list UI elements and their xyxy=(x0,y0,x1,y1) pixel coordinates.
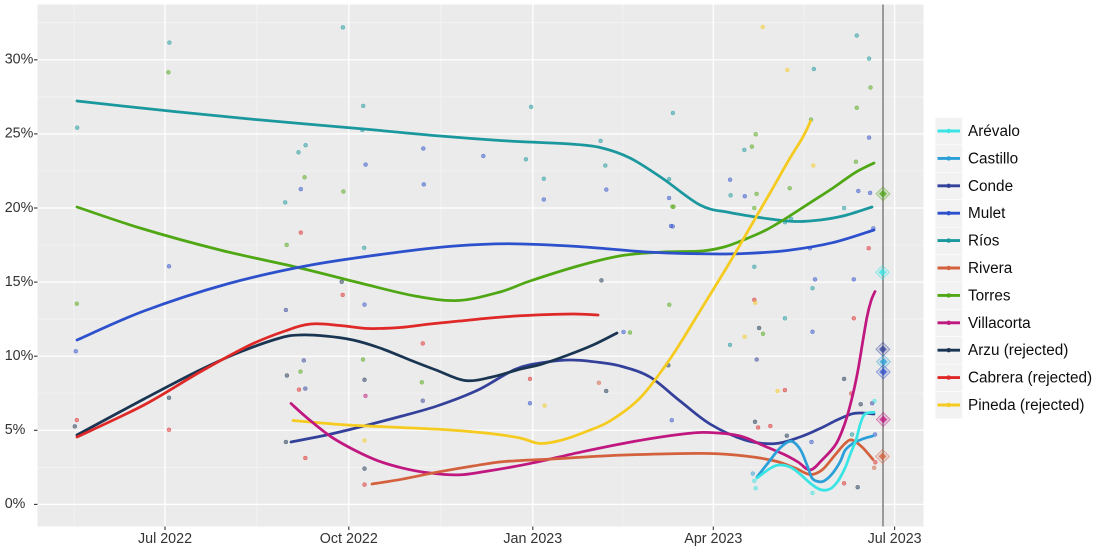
svg-text:Castillo: Castillo xyxy=(968,150,1018,167)
svg-text:Jul 2023: Jul 2023 xyxy=(868,531,922,547)
svg-text:Torres: Torres xyxy=(968,287,1011,304)
svg-text:20%: 20% xyxy=(5,200,34,216)
svg-text:Apr 2023: Apr 2023 xyxy=(684,531,742,547)
svg-text:Cabrera (rejected): Cabrera (rejected) xyxy=(968,370,1092,387)
svg-text:5%: 5% xyxy=(5,422,26,438)
svg-text:15%: 15% xyxy=(5,274,34,290)
svg-text:Rivera: Rivera xyxy=(968,260,1013,277)
svg-text:Arzu (rejected): Arzu (rejected) xyxy=(968,342,1068,359)
svg-text:Mulet: Mulet xyxy=(968,205,1006,222)
svg-text:Jul 2022: Jul 2022 xyxy=(138,531,192,547)
svg-text:25%: 25% xyxy=(5,126,34,142)
svg-text:Pineda (rejected): Pineda (rejected) xyxy=(968,397,1085,414)
svg-text:30%: 30% xyxy=(5,52,34,68)
svg-text:10%: 10% xyxy=(5,348,34,364)
svg-text:Ríos: Ríos xyxy=(968,233,1000,250)
svg-text:Oct 2022: Oct 2022 xyxy=(320,531,378,547)
svg-text:Arévalo: Arévalo xyxy=(968,123,1020,140)
svg-text:Jan 2023: Jan 2023 xyxy=(503,531,562,547)
svg-text:Conde: Conde xyxy=(968,178,1013,195)
svg-text:Villacorta: Villacorta xyxy=(968,315,1031,332)
svg-text:0%: 0% xyxy=(5,496,26,512)
